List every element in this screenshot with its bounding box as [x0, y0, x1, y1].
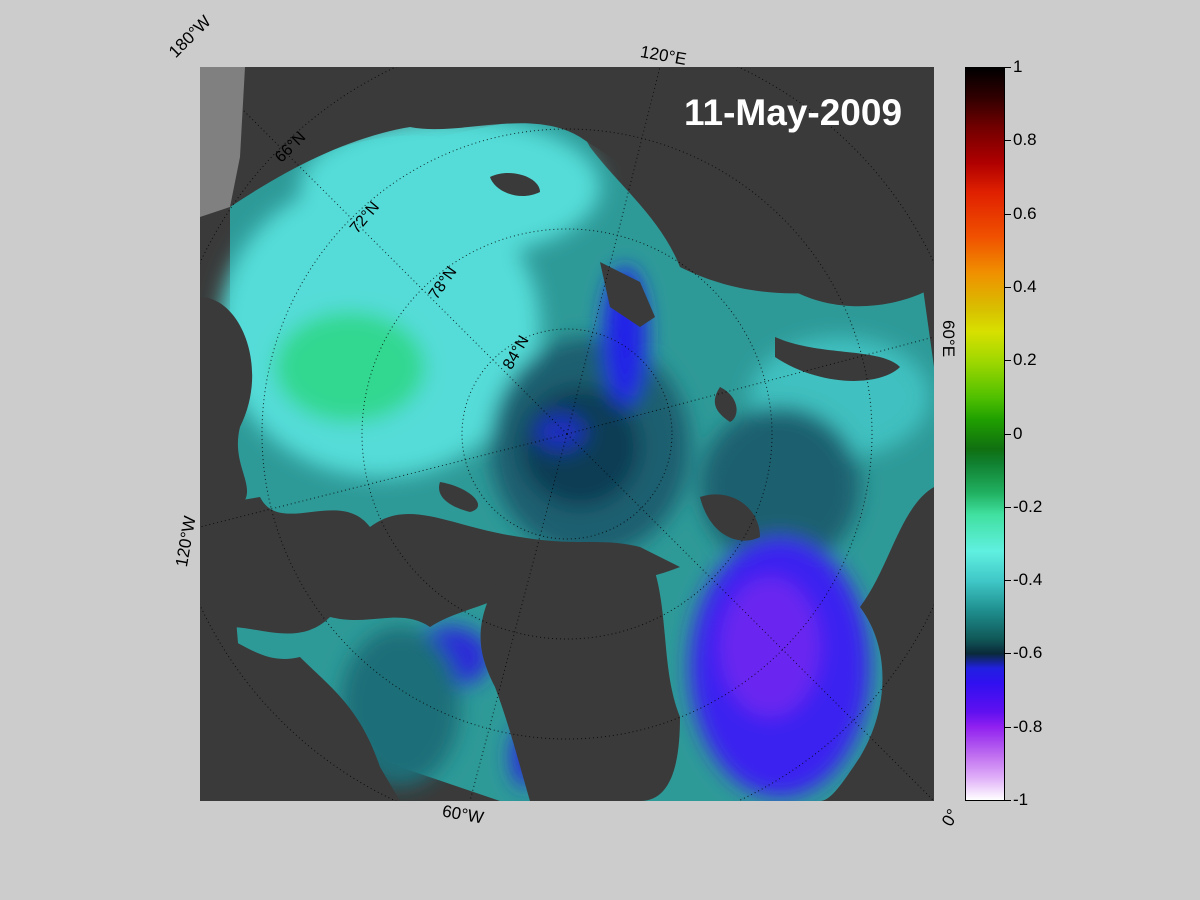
colorbar-tick-mark — [1005, 360, 1011, 362]
colorbar-tick-mark — [1005, 506, 1011, 508]
colorbar-tick-mark — [1005, 286, 1011, 288]
colorbar-tick-label: 0 — [1013, 423, 1023, 443]
colorbar-tick-label: 0.2 — [1013, 350, 1037, 370]
colorbar-tick-mark — [1005, 800, 1011, 801]
colorbar-tick-label: -0.6 — [1013, 643, 1043, 663]
colorbar-tick-label: -1 — [1013, 790, 1029, 809]
map-canvas — [200, 67, 934, 801]
colorbar-tick-label: -0.8 — [1013, 716, 1043, 736]
lon-label-0: 0° — [938, 805, 963, 830]
lon-label-120e: 120°E — [638, 42, 688, 69]
colorbar-tick-mark — [1005, 726, 1011, 728]
land-masses — [200, 67, 934, 801]
lon-label-120w: 120°W — [172, 514, 200, 569]
colorbar — [965, 67, 1005, 801]
colorbar-tick-mark — [1005, 140, 1011, 142]
graticule — [200, 67, 934, 801]
colorbar-tick-mark — [1005, 433, 1011, 435]
colorbar-tick-mark — [1005, 580, 1011, 582]
colorbar-tick-label: -0.4 — [1013, 570, 1043, 590]
colorbar-tick-mark — [1005, 653, 1011, 655]
no-data-corner — [200, 67, 245, 217]
colorbar-tick-label: 1 — [1013, 57, 1023, 76]
colorbar-tick-label: 0.8 — [1013, 130, 1037, 150]
arctic-map — [200, 67, 934, 801]
lon-label-60w: 60°W — [440, 801, 486, 828]
colorbar-tick-label: -0.2 — [1013, 496, 1043, 516]
colorbar-tick-label: 0.6 — [1013, 203, 1037, 223]
colorbar-tick-mark — [1005, 213, 1011, 215]
colorbar-tick-label: 0.4 — [1013, 276, 1037, 296]
date-label: 11-May-2009 — [684, 92, 903, 133]
lon-label-180w: 180°W — [165, 11, 215, 62]
lon-label-60e: 60°E — [939, 320, 958, 358]
colorbar-tick-mark — [1005, 67, 1011, 68]
